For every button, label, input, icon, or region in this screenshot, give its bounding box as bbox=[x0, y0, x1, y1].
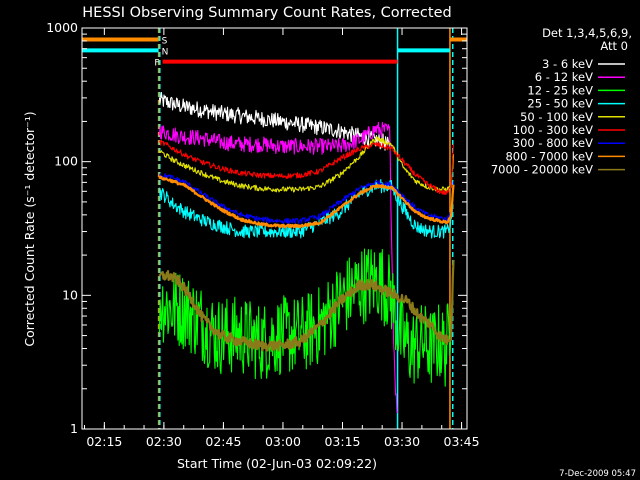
series-line-0 bbox=[158, 91, 391, 151]
legend-label-0: 3 - 6 keV bbox=[542, 57, 593, 71]
series-line-5 bbox=[158, 139, 455, 196]
status-label-F: F bbox=[154, 59, 159, 69]
x-tick-label-4: 03:15 bbox=[324, 434, 360, 449]
series-line-6 bbox=[158, 173, 455, 225]
x-tick-label-6: 03:45 bbox=[444, 434, 480, 449]
x-tick-label-0: 02:15 bbox=[86, 434, 122, 449]
series-line-8 bbox=[158, 259, 455, 352]
timestamp-footer: 7-Dec-2009 05:47 bbox=[559, 469, 636, 479]
y-axis-label: Corrected Count Rate (s⁻¹ detector⁻¹) bbox=[22, 111, 37, 346]
legend-label-6: 300 - 800 keV bbox=[513, 136, 593, 150]
legend-title-line-2: Att 0 bbox=[600, 39, 628, 53]
legend-label-7: 800 - 7000 keV bbox=[505, 149, 593, 163]
chart-title: HESSI Observing Summary Count Rates, Cor… bbox=[82, 5, 451, 21]
x-tick-label-3: 03:00 bbox=[265, 434, 301, 449]
x-axis-label: Start Time (02-Jun-03 02:09:22) bbox=[177, 456, 377, 471]
series-line-1 bbox=[158, 121, 398, 414]
x-tick-label-1: 02:30 bbox=[146, 434, 182, 449]
y-tick-label-3: 1000 bbox=[46, 20, 78, 35]
status-label-N: N bbox=[162, 47, 169, 57]
legend-label-4: 50 - 100 keV bbox=[520, 110, 593, 124]
legend-label-8: 7000 - 20000 keV bbox=[491, 163, 593, 177]
status-label-S: S bbox=[162, 37, 168, 47]
series-line-3 bbox=[158, 179, 455, 239]
legend-label-2: 12 - 25 keV bbox=[527, 83, 593, 97]
plot-area: SNF bbox=[82, 28, 467, 429]
axes: 02:15 02:30 02:45 03:00 03:15 03:30 03:45 1 10 10… bbox=[46, 20, 479, 449]
series-line-2 bbox=[158, 248, 454, 387]
y-tick-label-0: 1 bbox=[70, 421, 78, 436]
legend-label-5: 100 - 300 keV bbox=[513, 123, 593, 137]
series-line-4 bbox=[158, 136, 455, 193]
legend-label-1: 6 - 12 keV bbox=[535, 70, 593, 84]
series-line-7 bbox=[158, 175, 455, 229]
y-tick-label-1: 10 bbox=[62, 287, 78, 302]
x-tick-label-5: 03:30 bbox=[384, 434, 420, 449]
x-tick-label-2: 02:45 bbox=[205, 434, 241, 449]
legend-label-3: 25 - 50 keV bbox=[527, 97, 593, 111]
plot-frame bbox=[81, 27, 468, 430]
y-tick-label-2: 100 bbox=[54, 154, 78, 169]
legend-title-line-1: Det 1,3,4,5,6,9, bbox=[542, 26, 632, 40]
